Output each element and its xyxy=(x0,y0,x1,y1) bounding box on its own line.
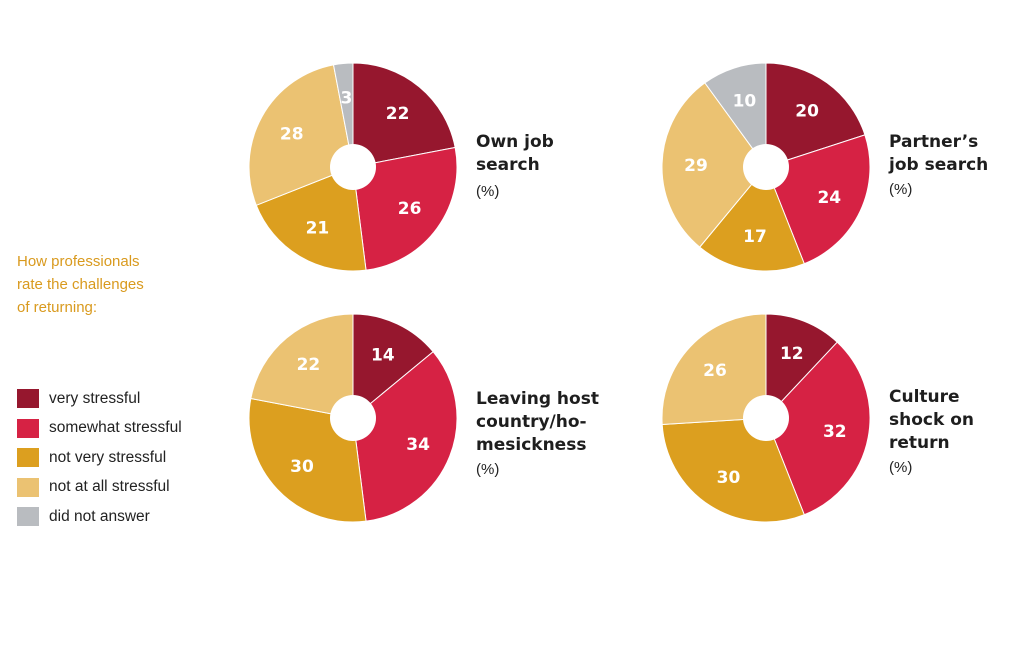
pie-title-line: country/ho- xyxy=(476,412,587,432)
intro-text: How professionals rate the challenges of… xyxy=(17,250,177,319)
pie-unit-label: (%) xyxy=(889,459,913,476)
pie-title-line: Culture xyxy=(889,387,960,407)
legend: very stressful somewhat stressful not ve… xyxy=(17,384,182,532)
pie-slice-very-stressful xyxy=(352,313,434,420)
pie-title-culture-shock: Culture shock on return xyxy=(889,386,1016,455)
pie-slice-did-not-answer xyxy=(332,62,354,168)
pie-title-own-job-search: Own job search xyxy=(476,131,616,177)
pie-data-label: 30 xyxy=(717,468,741,488)
pie-slice-very-stressful xyxy=(352,62,456,168)
legend-item-did-not-answer: did not answer xyxy=(17,502,182,532)
legend-label: not at all stressful xyxy=(49,478,170,496)
pie-slice-not-very-stressful xyxy=(255,166,367,272)
legend-item-not-very-stressful: not very stressful xyxy=(17,443,182,473)
pie-data-label: 10 xyxy=(733,91,757,111)
pie-chart-culture-shock-on-return: 12 32 30 26 xyxy=(661,313,871,523)
pie-slice-did-not-answer xyxy=(704,62,767,169)
pie-data-label: 30 xyxy=(290,457,314,477)
pie-data-label: 29 xyxy=(684,156,708,176)
legend-swatch xyxy=(17,418,39,438)
pie-center-hole xyxy=(330,144,376,190)
legend-item-very-stressful: very stressful xyxy=(17,384,182,414)
pie-title-line: Leaving host xyxy=(476,389,599,409)
pie-data-label: 32 xyxy=(823,422,847,442)
pie-data-label: 22 xyxy=(297,355,321,375)
pie-unit-label: (%) xyxy=(476,183,500,200)
pie-slice-not-at-all-stressful xyxy=(661,82,767,248)
pie-title-leaving-host-country: Leaving host country/ho- mesickness xyxy=(476,388,616,457)
pie-data-label: 26 xyxy=(398,199,422,219)
pie-slice-very-stressful xyxy=(765,62,866,168)
pie-center-hole xyxy=(330,395,376,441)
pie-title-line: search xyxy=(476,155,540,175)
pie-slice-somewhat-stressful xyxy=(352,146,458,271)
pie-data-label: 21 xyxy=(306,218,330,238)
legend-item-not-at-all-stressful: not at all stressful xyxy=(17,473,182,503)
pie-center-hole xyxy=(743,395,789,441)
pie-unit-label: (%) xyxy=(476,461,500,478)
pie-slice-somewhat-stressful xyxy=(765,341,871,516)
intro-line: of returning: xyxy=(17,299,98,316)
pie-data-label: 34 xyxy=(406,435,430,455)
legend-swatch xyxy=(17,477,39,497)
pie-data-label: 22 xyxy=(386,104,410,124)
legend-item-somewhat-stressful: somewhat stressful xyxy=(17,414,182,444)
legend-label: did not answer xyxy=(49,507,150,525)
pie-slice-somewhat-stressful xyxy=(352,351,458,522)
legend-swatch xyxy=(17,389,39,409)
pie-slice-not-at-all-stressful xyxy=(250,313,354,419)
pie-title-line: return xyxy=(889,433,950,453)
pie-data-label: 3 xyxy=(340,88,352,108)
pie-slice-not-very-stressful xyxy=(661,417,805,523)
pie-data-label: 14 xyxy=(371,346,395,366)
pie-title-line: Own job xyxy=(476,132,554,152)
pie-slice-not-at-all-stressful xyxy=(248,64,354,206)
pie-title-line: mesickness xyxy=(476,435,587,455)
pie-chart-partner-s-job-search: 20 24 17 29 10 xyxy=(661,62,871,272)
pie-title-line: shock on xyxy=(889,410,974,430)
pie-data-label: 17 xyxy=(743,227,767,247)
legend-swatch xyxy=(17,507,39,527)
pie-data-label: 12 xyxy=(780,344,804,364)
intro-line: rate the challenges xyxy=(17,276,144,293)
pie-data-label: 26 xyxy=(703,361,727,381)
pie-chart-leaving-host-country-ho-mesickness: 14 34 30 22 xyxy=(248,313,458,523)
pie-slice-not-at-all-stressful xyxy=(661,313,767,426)
pie-data-label: 20 xyxy=(795,101,819,121)
pie-title-partner-job-search: Partner’s job search xyxy=(889,131,1016,177)
legend-label: somewhat stressful xyxy=(49,419,182,437)
legend-label: very stressful xyxy=(49,389,141,407)
pie-title-line: Partner’s xyxy=(889,132,979,152)
pie-unit-label: (%) xyxy=(889,181,913,198)
pie-slice-very-stressful xyxy=(765,313,838,420)
pie-data-label: 24 xyxy=(817,188,841,208)
pie-data-label: 28 xyxy=(280,124,304,144)
legend-label: not very stressful xyxy=(49,448,167,466)
pie-title-line: job search xyxy=(889,155,989,175)
pie-chart-own-job-search: 22 26 21 28 3 xyxy=(248,62,458,272)
intro-line: How professionals xyxy=(17,253,140,270)
pie-center-hole xyxy=(743,144,789,190)
pie-slice-not-very-stressful xyxy=(699,166,805,272)
legend-swatch xyxy=(17,448,39,468)
